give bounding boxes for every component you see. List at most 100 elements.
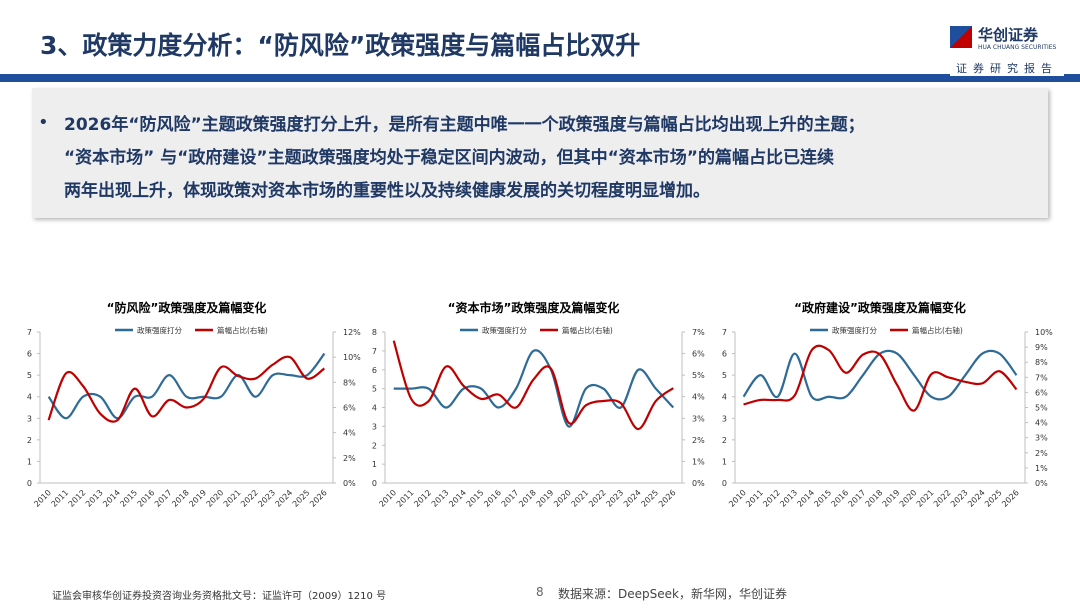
y2-tick-label: 4%	[692, 393, 705, 402]
y2-tick-label: 3%	[1035, 434, 1048, 443]
y2-tick-label: 5%	[692, 371, 705, 380]
x-tick-label: 2026	[308, 488, 329, 509]
x-tick-label: 2015	[812, 488, 833, 509]
x-tick-label: 2026	[657, 488, 678, 509]
y-tick-label: 4	[722, 393, 727, 402]
y2-tick-label: 5%	[1035, 404, 1048, 413]
x-tick-label: 2025	[639, 488, 660, 509]
x-tick-label: 2023	[949, 488, 970, 509]
x-tick-label: 2013	[84, 488, 105, 509]
series-line	[47, 352, 326, 420]
legend-label: 政策强度打分	[832, 325, 877, 335]
x-tick-label: 2017	[153, 488, 174, 509]
y2-tick-label: 6%	[692, 350, 705, 359]
x-tick-label: 2024	[966, 488, 987, 509]
y-tick-label: 8	[372, 328, 377, 337]
x-tick-label: 2016	[482, 488, 503, 509]
x-tick-label: 2013	[430, 488, 451, 509]
y-tick-label: 7	[372, 347, 377, 356]
y-tick-label: 6	[27, 350, 32, 359]
x-tick-label: 2016	[136, 488, 157, 509]
y-tick-label: 4	[372, 404, 377, 413]
y2-tick-label: 7%	[1035, 373, 1048, 382]
x-tick-label: 2025	[983, 488, 1004, 509]
series-line	[742, 349, 1018, 401]
y-tick-label: 6	[372, 366, 377, 375]
y-tick-label: 7	[27, 328, 32, 337]
y-tick-label: 3	[27, 414, 32, 423]
x-tick-label: 2021	[570, 488, 591, 509]
x-tick-label: 2010	[32, 488, 53, 509]
y-tick-label: 1	[27, 457, 32, 466]
slide-title: 3、政策力度分析：“防风险”政策强度与篇幅占比双升	[40, 31, 641, 60]
x-tick-label: 2026	[1000, 488, 1021, 509]
y-tick-label: 3	[372, 422, 377, 431]
x-tick-label: 2014	[101, 488, 122, 509]
y2-tick-label: 1%	[692, 457, 705, 466]
y-tick-label: 1	[372, 460, 377, 469]
chart-title: “防风险”政策强度及篇幅变化	[107, 300, 267, 315]
y-tick-label: 2	[27, 436, 32, 445]
y-tick-label: 0	[372, 479, 377, 488]
x-tick-label: 2020	[552, 488, 573, 509]
y2-tick-label: 0%	[1035, 479, 1048, 488]
y-tick-label: 5	[722, 371, 727, 380]
x-tick-label: 2025	[291, 488, 312, 509]
x-tick-label: 2023	[605, 488, 626, 509]
x-tick-label: 2012	[761, 488, 782, 509]
x-tick-label: 2019	[535, 488, 556, 509]
x-tick-label: 2012	[412, 488, 433, 509]
x-tick-label: 2013	[778, 488, 799, 509]
y-tick-label: 0	[722, 479, 727, 488]
y-tick-label: 6	[722, 350, 727, 359]
x-tick-label: 2018	[517, 488, 538, 509]
x-tick-label: 2017	[500, 488, 521, 509]
header-bar	[0, 74, 1080, 82]
y-tick-label: 1	[722, 457, 727, 466]
y2-tick-label: 10%	[1035, 328, 1053, 337]
x-tick-label: 2021	[915, 488, 936, 509]
x-tick-label: 2018	[864, 488, 885, 509]
x-tick-label: 2019	[187, 488, 208, 509]
y2-tick-label: 0%	[692, 479, 705, 488]
x-tick-label: 2010	[727, 488, 748, 509]
x-tick-label: 2011	[744, 488, 765, 509]
y2-tick-label: 7%	[692, 328, 705, 337]
x-tick-label: 2022	[587, 488, 608, 509]
y-tick-label: 7	[722, 328, 727, 337]
y2-tick-label: 2%	[343, 454, 356, 463]
footer-license: 证监会审核华创证券投资咨询业务资格批文号：证监许可（2009）1210 号	[52, 591, 387, 602]
x-tick-label: 2016	[830, 488, 851, 509]
legend-label: 政策强度打分	[137, 325, 182, 335]
brand: 华创证券	[978, 26, 1039, 44]
y-tick-label: 4	[27, 393, 32, 402]
chart-title: “政府建设”政策强度及篇幅变化	[794, 300, 966, 315]
y-tick-label: 5	[27, 371, 32, 380]
x-tick-label: 2023	[256, 488, 277, 509]
legend-label: 篇幅占比(右轴)	[217, 325, 268, 335]
y2-tick-label: 4%	[343, 429, 356, 438]
series-line	[743, 344, 1018, 412]
y2-tick-label: 3%	[692, 414, 705, 423]
y2-tick-label: 4%	[1035, 419, 1048, 428]
x-tick-label: 2015	[118, 488, 139, 509]
y2-tick-label: 0%	[343, 479, 356, 488]
x-tick-label: 2015	[465, 488, 486, 509]
x-tick-label: 2019	[881, 488, 902, 509]
report-label: 证券研究报告	[950, 60, 1064, 76]
y2-tick-label: 2%	[692, 436, 705, 445]
brand-en: HUA CHUANG SECURITIES	[978, 44, 1057, 51]
y2-tick-label: 2%	[1035, 449, 1048, 458]
x-tick-label: 2012	[67, 488, 88, 509]
y2-tick-label: 1%	[1035, 464, 1048, 473]
bullet: •	[38, 112, 49, 133]
x-tick-label: 2021	[222, 488, 243, 509]
summary-box	[32, 88, 1048, 218]
y-tick-label: 2	[722, 436, 727, 445]
chart-title: “资本市场”政策强度及篇幅变化	[448, 300, 620, 315]
y2-tick-label: 10%	[343, 353, 361, 362]
summary-line: 两年出现上升，体现政策对资本市场的重要性以及持续健康发展的关切程度明显增加。	[64, 181, 710, 201]
y2-tick-label: 8%	[343, 378, 356, 387]
page-number: 8	[536, 585, 544, 599]
